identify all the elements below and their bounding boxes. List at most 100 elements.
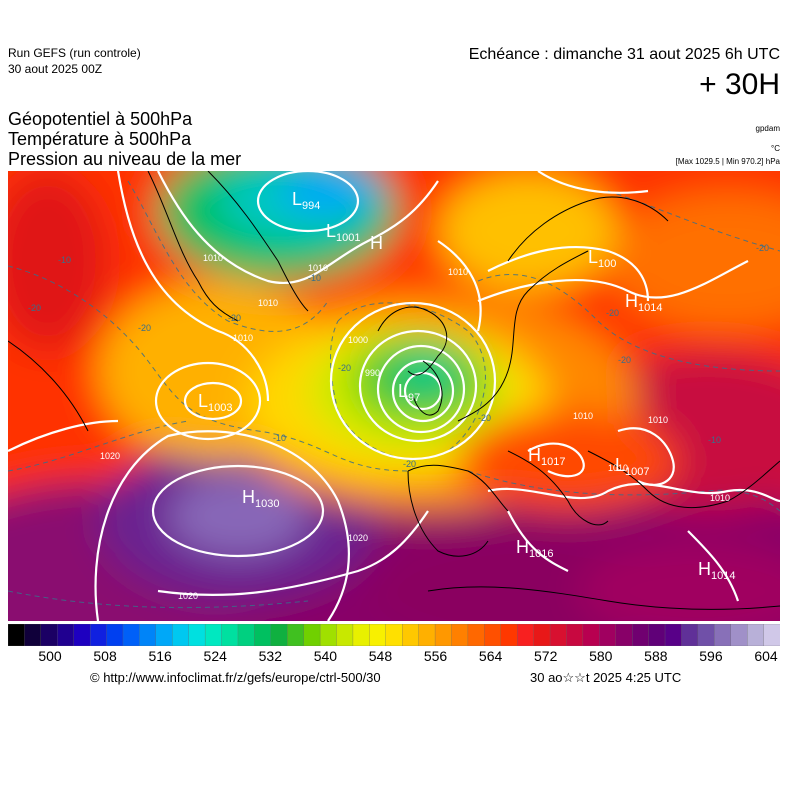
isobar-label: 1010	[448, 267, 468, 277]
isobar-label: 1020	[100, 451, 120, 461]
colorbar-swatch	[319, 624, 338, 646]
unit-temperature: °C	[771, 144, 780, 153]
colorbar-label: 548	[368, 648, 393, 664]
colorbar-swatch	[517, 624, 535, 646]
colorbar-swatch	[599, 624, 617, 646]
pressure-range: [Max 1029.5 | Min 970.2] hPa	[675, 157, 780, 166]
colorbar-label: 572	[534, 648, 558, 664]
temperature-label: -20	[28, 303, 41, 313]
geopotential-field	[8, 171, 780, 621]
pressure-center-low: L100	[588, 247, 616, 270]
isobar-label: 1010	[573, 411, 593, 421]
colorbar-swatch	[549, 624, 568, 646]
colorbar	[8, 624, 780, 646]
title-pressure: Pression au niveau de la mer	[8, 149, 242, 169]
colorbar-label: 516	[148, 648, 172, 664]
colorbar-swatch	[237, 624, 255, 646]
colorbar-swatch	[730, 624, 748, 646]
colorbar-swatch	[566, 624, 584, 646]
pressure-center-low: L994	[292, 189, 320, 212]
colorbar-swatch	[747, 624, 765, 646]
colorbar-swatch	[188, 624, 206, 646]
pressure-center-high: H1017	[528, 445, 565, 468]
colorbar-label: 596	[699, 648, 723, 664]
colorbar-labels: 500 508 516 524 532 540 548 556 564 572 580 588 596 6…	[8, 648, 780, 666]
colorbar-swatch	[467, 624, 485, 646]
temperature-label: -20	[228, 313, 241, 323]
temperature-label: -10	[308, 273, 321, 283]
temperature-label: -10	[58, 255, 71, 265]
unit-geopotential: gpdam	[755, 124, 780, 133]
colorbar-swatch	[352, 624, 370, 646]
valid-time: Echéance : dimanche 31 aout 2025 6h UTC	[468, 46, 780, 63]
colorbar-swatch	[533, 624, 551, 646]
isobar-label: 1010	[203, 253, 223, 263]
colorbar-swatch	[336, 624, 354, 646]
isobar-label: 1010	[608, 463, 628, 473]
pressure-center-low: L97	[398, 381, 420, 404]
colorbar-swatch	[89, 624, 108, 646]
colorbar-swatch	[155, 624, 173, 646]
colorbar-swatch	[106, 624, 124, 646]
colorbar-label: 500	[38, 648, 62, 664]
colorbar-swatch	[418, 624, 436, 646]
colorbar-label: 564	[478, 648, 503, 664]
colorbar-label: 580	[589, 648, 613, 664]
colorbar-label: 524	[203, 648, 227, 664]
colorbar-label: 508	[93, 648, 117, 664]
colorbar-swatch	[287, 624, 305, 646]
colorbar-swatch	[40, 624, 58, 646]
colorbar-swatch	[385, 624, 403, 646]
title-temperature: Température à 500hPa	[8, 129, 192, 149]
temperature-label: -20	[338, 363, 351, 373]
isobar-label: 1020	[178, 591, 198, 601]
colorbar-label: 604	[754, 648, 778, 664]
colorbar-swatch	[664, 624, 683, 646]
pressure-center-high: H1030	[242, 487, 279, 510]
colorbar-swatch	[434, 624, 453, 646]
colorbar-swatch	[254, 624, 272, 646]
pressure-center-low: L1007	[615, 455, 650, 478]
colorbar-swatch	[221, 624, 239, 646]
run-date: 30 aout 2025 00Z	[8, 62, 103, 76]
isobar-label: 1000	[348, 335, 368, 345]
pressure-center-high: H1016	[516, 537, 553, 560]
pressure-center-high: H	[370, 233, 383, 253]
isobar-label: 1010	[258, 298, 278, 308]
colorbar-swatch	[402, 624, 420, 646]
weather-map: L994 L1001 H L97 L1003 H1030 L100 H1014 H1017 L10…	[8, 171, 780, 621]
isobar-label: 1010	[233, 333, 253, 343]
temperature-label: -20	[756, 243, 769, 253]
colorbar-swatch	[139, 624, 157, 646]
temperature-label: -20	[606, 308, 619, 318]
colorbar-swatch	[122, 624, 140, 646]
temperature-label: -10	[273, 433, 286, 443]
pressure-center-high: H1014	[698, 559, 735, 582]
colorbar-swatch	[763, 624, 780, 646]
colorbar-swatch	[204, 624, 223, 646]
temperature-label: -10	[708, 435, 721, 445]
colorbar-swatch	[615, 624, 633, 646]
colorbar-label: 540	[313, 648, 338, 664]
colorbar-swatch	[484, 624, 502, 646]
colorbar-swatch	[714, 624, 732, 646]
isobar-label: 1010	[308, 263, 328, 273]
temperature-label: -20	[478, 413, 491, 423]
colorbar-label: 532	[258, 648, 282, 664]
generated-time: 30 ao☆☆t 2025 4:25 UTC	[530, 670, 682, 685]
pressure-center-low: L1001	[326, 221, 361, 244]
colorbar-swatch	[648, 624, 666, 646]
colorbar-swatch	[172, 624, 190, 646]
isobar-label: 1020	[348, 533, 368, 543]
colorbar-swatch	[8, 624, 25, 646]
copyright-link[interactable]: © http://www.infoclimat.fr/z/gefs/europe…	[90, 670, 381, 685]
pressure-center-high: H1014	[625, 291, 662, 314]
colorbar-swatch	[632, 624, 650, 646]
colorbar-swatch	[451, 624, 469, 646]
temperature-lines	[8, 180, 780, 609]
temperature-label: -20	[138, 323, 151, 333]
isobar-label: 990	[365, 368, 380, 378]
colorbar-swatch	[369, 624, 387, 646]
colorbar-swatch	[681, 624, 699, 646]
isobar-label: 1010	[710, 493, 730, 503]
